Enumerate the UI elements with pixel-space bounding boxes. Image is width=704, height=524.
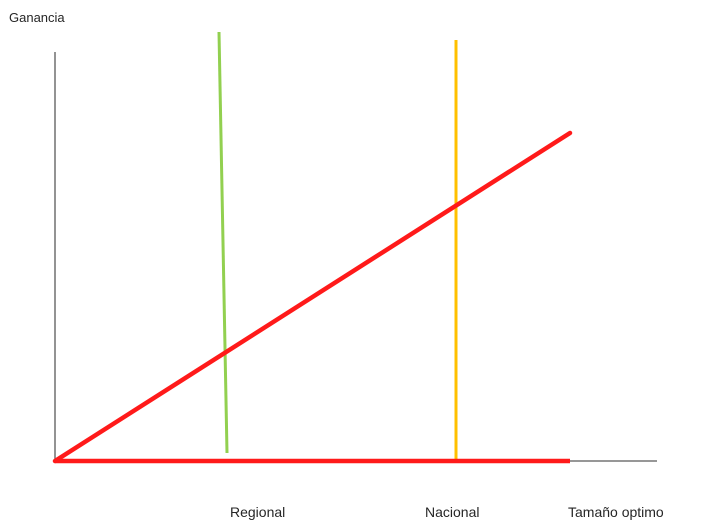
nacional-label: Nacional xyxy=(425,504,480,520)
regional-label: Regional xyxy=(230,504,286,520)
regional-line xyxy=(217,31,229,454)
x-axis-label: Tamaño optimo xyxy=(568,504,664,520)
profit-diagonal-line xyxy=(52,130,573,464)
y-axis-label: Ganancia xyxy=(9,10,65,25)
